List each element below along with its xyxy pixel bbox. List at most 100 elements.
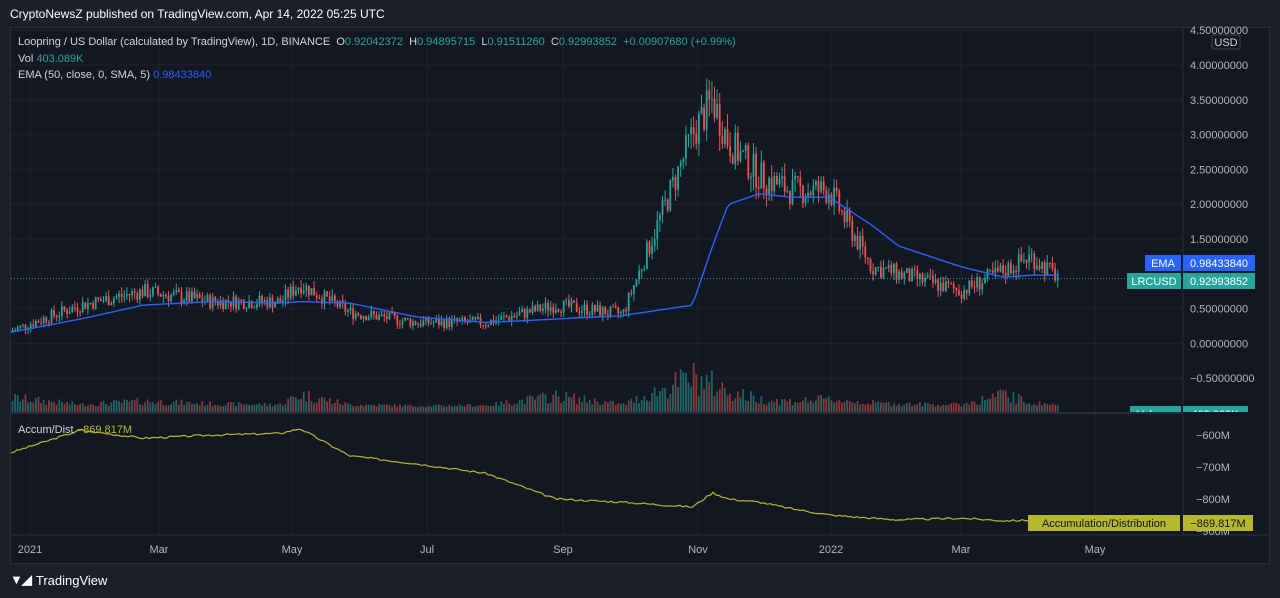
volume-bar bbox=[206, 405, 209, 412]
volume-bar bbox=[232, 402, 235, 412]
candle-body bbox=[191, 291, 193, 302]
volume-bar bbox=[560, 403, 562, 412]
candle-body bbox=[71, 306, 74, 313]
volume-bar bbox=[11, 401, 14, 412]
candle-body bbox=[237, 299, 240, 309]
volume-bar bbox=[861, 403, 864, 412]
candle-body bbox=[380, 314, 383, 316]
candle-body bbox=[14, 329, 16, 331]
candle-body bbox=[448, 318, 451, 327]
volume-bar bbox=[136, 397, 139, 412]
candle-body bbox=[739, 151, 742, 161]
volume-bar bbox=[456, 406, 458, 412]
candle-body bbox=[625, 309, 627, 312]
volume-bar bbox=[854, 403, 856, 412]
candle-body bbox=[885, 267, 887, 269]
candle-body bbox=[934, 279, 937, 283]
candle-body bbox=[222, 300, 224, 309]
volume-bar bbox=[981, 395, 984, 412]
volume-bar bbox=[968, 404, 971, 412]
candle-body bbox=[700, 107, 703, 115]
candle-body bbox=[1007, 262, 1010, 276]
chart-frame[interactable] bbox=[10, 27, 1270, 564]
candle-body bbox=[331, 295, 334, 301]
candle-body bbox=[230, 302, 232, 307]
candle-body bbox=[679, 162, 682, 167]
volume-bar bbox=[614, 405, 617, 412]
footer-brand[interactable]: ▼◢ TradingView bbox=[10, 572, 107, 588]
ad-value-box bbox=[1183, 515, 1253, 531]
ad-tick-label: −700M bbox=[1196, 462, 1230, 474]
legend-open: 0.92042372 bbox=[344, 36, 404, 48]
legend-ohlc: Loopring / US Dollar (calculated by Trad… bbox=[18, 36, 736, 48]
candle-body bbox=[224, 299, 227, 309]
volume-bar bbox=[703, 388, 705, 412]
volume-bar bbox=[664, 387, 666, 412]
candle-body bbox=[841, 210, 843, 212]
candle-body bbox=[607, 314, 609, 316]
candle-body bbox=[497, 319, 500, 321]
volume-bar bbox=[978, 404, 981, 412]
volume-bar bbox=[1049, 405, 1051, 412]
volume-bar bbox=[890, 406, 893, 412]
candle-body bbox=[1023, 259, 1025, 262]
candle-body bbox=[570, 300, 573, 307]
volume-bar bbox=[903, 404, 906, 412]
volume-bar bbox=[799, 402, 802, 412]
volume-bar bbox=[269, 403, 271, 412]
volume-bar bbox=[487, 405, 490, 412]
volume-bar bbox=[895, 405, 898, 412]
volume-bar bbox=[812, 402, 815, 412]
candle-body bbox=[843, 211, 846, 222]
candle-body bbox=[50, 310, 53, 323]
candle-body bbox=[601, 307, 604, 316]
volume-bar bbox=[916, 404, 919, 412]
candle-body bbox=[659, 214, 661, 221]
price-tick-label: 4.00000000 bbox=[1190, 60, 1248, 72]
candle-body bbox=[178, 290, 180, 292]
candle-body bbox=[188, 291, 191, 302]
volume-bar bbox=[1046, 404, 1049, 412]
volume-bar bbox=[669, 393, 672, 412]
volume-bar bbox=[783, 399, 786, 412]
volume-bar bbox=[271, 406, 274, 412]
volume-bar bbox=[856, 401, 859, 412]
candle-body bbox=[102, 300, 105, 302]
volume-bar bbox=[1030, 405, 1033, 412]
volume-bar bbox=[157, 401, 159, 412]
volume-bar bbox=[464, 406, 466, 412]
candle-body bbox=[937, 279, 939, 291]
candle-body bbox=[578, 311, 581, 313]
volume-bar bbox=[89, 404, 92, 412]
candle-body bbox=[284, 289, 287, 301]
candle-body bbox=[804, 197, 807, 204]
candle-body bbox=[820, 181, 822, 192]
volume-bar bbox=[958, 404, 960, 412]
candle-body bbox=[443, 320, 445, 329]
ad-tag-box bbox=[1028, 515, 1180, 531]
ema-value-box bbox=[1183, 255, 1255, 271]
volume-bar bbox=[822, 398, 825, 412]
volume-bar bbox=[113, 400, 115, 412]
candle-body bbox=[388, 312, 391, 320]
candle-body bbox=[711, 98, 713, 100]
volume-bar bbox=[58, 399, 61, 412]
volume-bar bbox=[640, 400, 643, 412]
volume-bar bbox=[87, 405, 89, 412]
candle-body bbox=[146, 284, 149, 297]
volume-bar bbox=[315, 402, 318, 412]
volume-bar bbox=[557, 396, 560, 412]
volume-bar bbox=[986, 399, 989, 412]
candle-body bbox=[334, 295, 336, 302]
tradingview-logo-icon: ▼◢ bbox=[10, 572, 32, 587]
volume-bar bbox=[27, 402, 29, 412]
candle-body bbox=[310, 288, 313, 296]
candle-body bbox=[318, 297, 321, 299]
candle-body bbox=[214, 297, 217, 303]
volume-bar bbox=[596, 401, 599, 412]
ema-value-label: 0.98433840 bbox=[1190, 258, 1248, 270]
candle-body bbox=[451, 319, 453, 327]
volume-bar bbox=[874, 402, 877, 412]
candle-body bbox=[630, 293, 633, 295]
